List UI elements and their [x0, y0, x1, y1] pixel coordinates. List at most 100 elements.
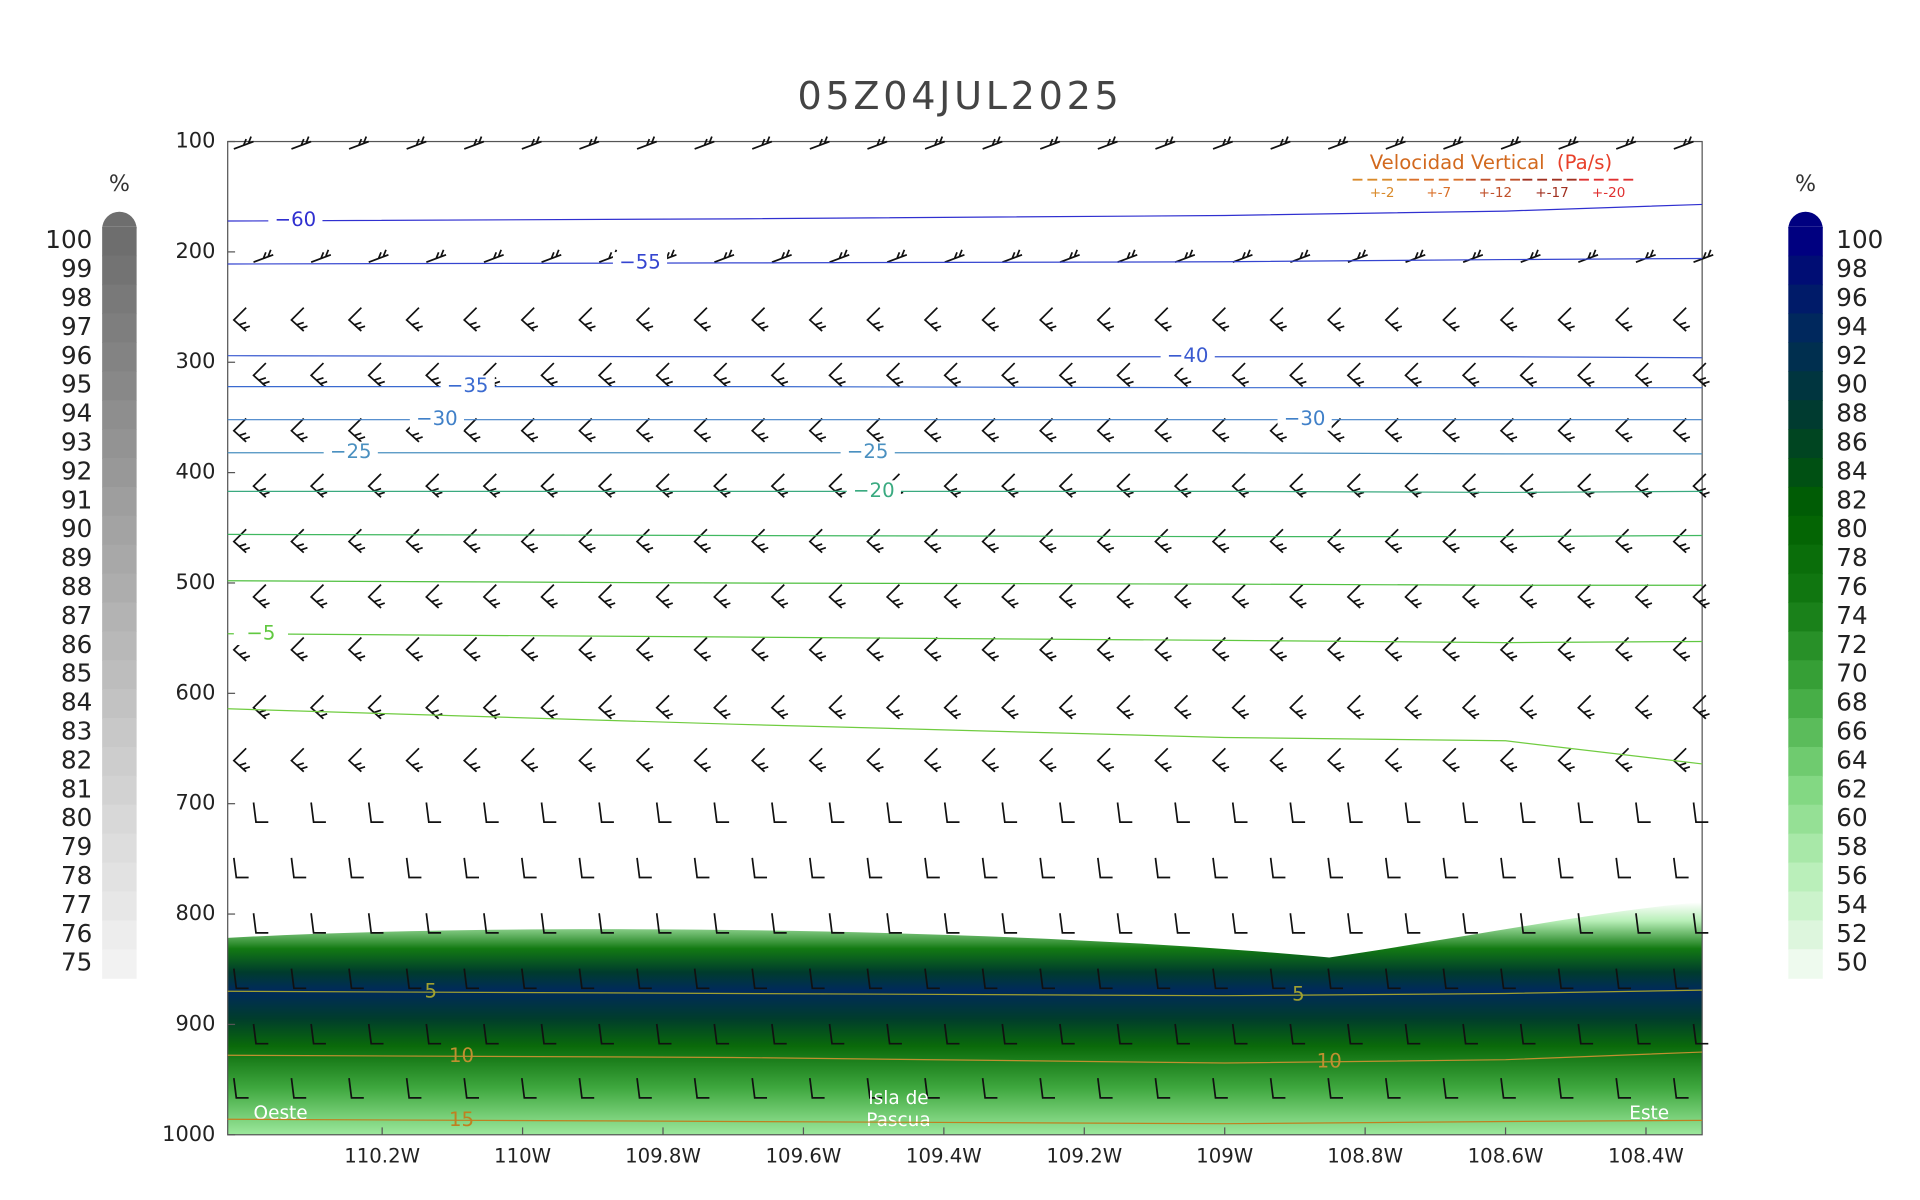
wind-barb	[1039, 136, 1061, 150]
wind-barb	[694, 136, 715, 150]
wind-barb	[1231, 1023, 1248, 1045]
wind-barb	[483, 249, 504, 263]
colorbar-label: 54	[1836, 890, 1867, 919]
wind-barb	[867, 136, 888, 150]
wind-barb	[1269, 1078, 1286, 1099]
colorbar-label: 87	[61, 601, 92, 630]
wind-barb	[1461, 362, 1480, 388]
contour-label: −25	[847, 440, 889, 463]
wind-barb	[347, 307, 366, 332]
wind-barb	[943, 913, 960, 934]
colorbar-cell	[1788, 602, 1823, 632]
wind-barb	[924, 1078, 940, 1099]
wind-barb	[347, 747, 366, 773]
wind-barb	[290, 857, 307, 879]
wind-barb	[1461, 473, 1480, 498]
contour-label-bg	[1160, 345, 1215, 368]
colorbar-label: 74	[1836, 601, 1867, 630]
y-tick-label: 600	[175, 680, 215, 704]
wind-barb	[1443, 136, 1464, 150]
wind-barb	[771, 913, 787, 934]
wind-barb	[1001, 1023, 1018, 1045]
wind-barb	[597, 694, 616, 720]
colorbar-cell	[102, 949, 137, 979]
annotation: Este	[1629, 1103, 1669, 1124]
wind-barb	[924, 857, 940, 879]
wind-barb	[1154, 636, 1172, 662]
x-tick-label: 110W	[494, 1144, 551, 1167]
wind-barb	[406, 136, 427, 150]
colorbar-label: 52	[1836, 919, 1867, 948]
wind-barb	[944, 249, 965, 263]
wind-barb	[597, 584, 616, 609]
wind-barb	[943, 584, 962, 609]
wind-barb	[750, 528, 769, 554]
colorbar-cell	[102, 746, 137, 777]
wind-barb	[232, 417, 251, 443]
wind-barb	[808, 1078, 825, 1099]
colorbar-cell	[102, 255, 137, 286]
x-tick-label: 109.8W	[625, 1144, 701, 1167]
wind-barb	[1577, 362, 1595, 388]
wind-barb	[770, 694, 789, 720]
wind-barb	[1442, 636, 1460, 662]
wind-barb	[1173, 473, 1192, 498]
wind-barb	[1519, 584, 1538, 609]
wind-barb	[462, 307, 481, 332]
y-tick-label: 200	[175, 239, 215, 263]
wind-barb	[1346, 362, 1365, 388]
wind-barb	[232, 528, 251, 554]
wind-barb	[866, 968, 883, 990]
contour-label: 15	[449, 1108, 474, 1131]
wind-barb	[1096, 636, 1115, 662]
wind-barb	[252, 694, 270, 720]
colorbar-cell	[1788, 631, 1823, 661]
wind-barb	[483, 1023, 499, 1045]
wind-barb	[1672, 968, 1689, 990]
wind-barb	[1672, 307, 1691, 332]
wind-barb	[368, 249, 389, 263]
colorbar-cell	[102, 486, 137, 517]
y-tick-label: 100	[175, 129, 215, 153]
colorbar-label: 80	[61, 803, 92, 832]
wind-barb	[1096, 1078, 1113, 1099]
colorbar-cell	[1788, 775, 1823, 806]
colorbar-label: 79	[61, 832, 92, 861]
wind-barb	[482, 473, 501, 498]
wind-barb	[540, 362, 558, 388]
wind-barb	[253, 249, 274, 263]
wind-barb	[310, 913, 326, 934]
wind-barb	[808, 747, 827, 773]
colorbar-label: 84	[61, 688, 92, 717]
wind-barb	[482, 694, 501, 720]
contour-label: −30	[416, 407, 458, 430]
wind-barb	[1558, 136, 1579, 150]
wind-barb	[1672, 417, 1691, 443]
colorbar-label: 85	[61, 659, 92, 688]
wind-barb	[1269, 747, 1287, 773]
colorbar-label: 56	[1836, 861, 1867, 890]
colorbar-cell	[102, 226, 137, 257]
wind-barb	[521, 136, 542, 150]
wind-barb	[750, 636, 769, 662]
wind-barb	[1096, 307, 1115, 332]
wind-barb	[693, 417, 711, 443]
annotation: Isla de	[868, 1088, 928, 1109]
wind-barb	[693, 857, 710, 879]
wind-barb	[923, 636, 942, 662]
colorbar-label: 96	[1836, 283, 1867, 312]
x-tick-label: 109.2W	[1046, 1144, 1122, 1167]
wind-barb	[1635, 1023, 1651, 1045]
wind-barb	[1347, 1023, 1363, 1045]
wind-barb	[1347, 802, 1363, 824]
wind-barb	[1499, 417, 1518, 443]
wind-barb	[1269, 636, 1287, 662]
colorbar-cell	[102, 631, 137, 661]
wind-barb	[886, 1023, 902, 1045]
wind-barb	[348, 968, 364, 990]
colorbar-label: 75	[61, 948, 92, 977]
colorbar-cell	[102, 313, 137, 343]
contour-label: −20	[853, 479, 895, 502]
wind-barb	[425, 913, 442, 934]
colorbar-label: 81	[61, 774, 92, 803]
